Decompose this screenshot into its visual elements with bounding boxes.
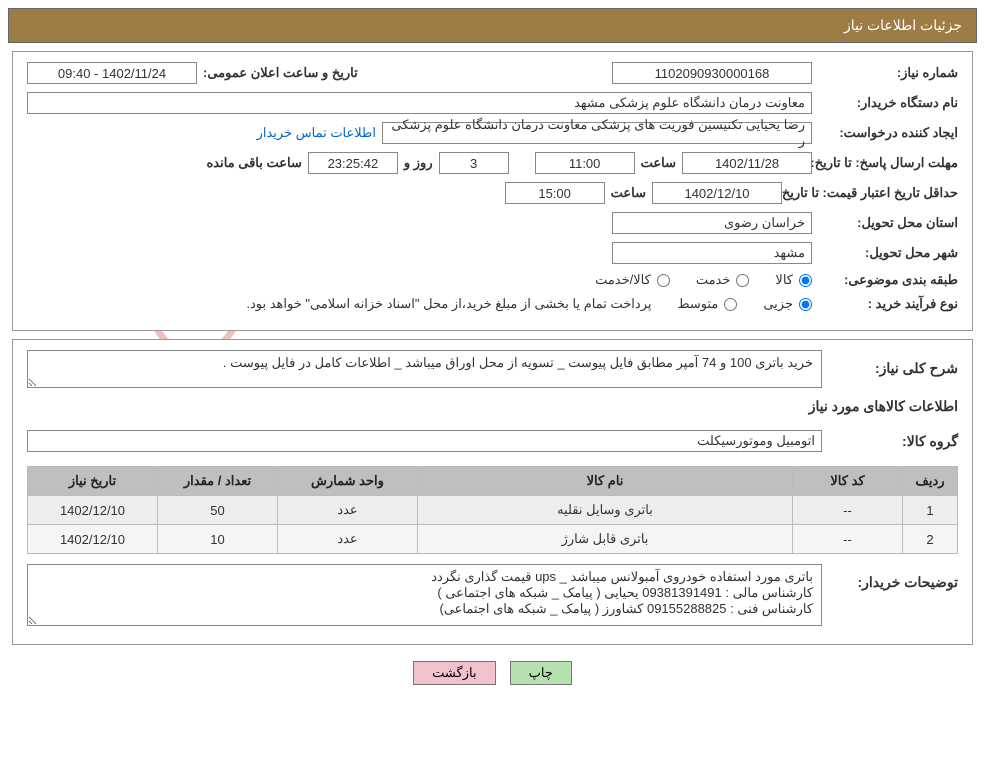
col-code: کد کالا [793,467,903,496]
buyer-org-label: نام دستگاه خریدار: [818,95,958,111]
col-unit: واحد شمارش [278,467,418,496]
price-hour: 15:00 [505,182,605,204]
countdown: 23:25:42 [308,152,398,174]
cell-name: باتری وسایل نقلیه [418,496,793,525]
cell-date: 1402/12/10 [28,496,158,525]
page-title: جزئیات اطلاعات نیاز [844,17,962,33]
pt-small-label: جزیی [763,296,793,312]
purchase-type-label: نوع فرآیند خرید : [818,296,958,312]
buyer-org-value: معاونت درمان دانشگاه علوم پزشکی مشهد [27,92,812,114]
summary-label: شرح کلی نیاز: [828,360,958,377]
pt-note: پرداخت تمام یا بخشی از مبلغ خرید،از محل … [246,296,651,312]
need-number-value: 1102090930000168 [612,62,812,84]
print-button[interactable]: چاپ [510,661,572,685]
col-row: ردیف [903,467,958,496]
cell-unit: عدد [278,496,418,525]
buyer-notes-box: باتری مورد استفاده خودروی آمبولانس میباش… [27,564,822,626]
category-label: طبقه بندی موضوعی: [818,272,958,288]
cell-qty: 10 [158,525,278,554]
requester-label: ایجاد کننده درخواست: [818,125,958,141]
announce-value: 1402/11/24 - 09:40 [27,62,197,84]
buyer-contact-link[interactable]: اطلاعات تماس خریدار [257,125,376,141]
cell-date: 1402/12/10 [28,525,158,554]
table-row: 2 -- باتری قابل شارژ عدد 10 1402/12/10 [28,525,958,554]
goods-heading: اطلاعات کالاهای مورد نیاز [27,398,958,415]
page-title-bar: جزئیات اطلاعات نیاز [8,8,977,43]
price-date: 1402/12/10 [652,182,782,204]
days-value: 3 [439,152,509,174]
pt-medium-label: متوسط [677,296,718,312]
goods-table: ردیف کد کالا نام کالا واحد شمارش تعداد /… [27,466,958,554]
col-qty: تعداد / مقدار [158,467,278,496]
reply-deadline-label: مهلت ارسال پاسخ: تا تاریخ: [818,155,958,171]
cat-goods-service-radio[interactable] [657,274,670,287]
cat-service-label: خدمت [696,272,731,288]
goods-group-value: اتومبیل وموتورسیکلت [27,430,822,452]
delivery-city-label: شهر محل تحویل: [818,245,958,261]
price-validity-label: حداقل تاریخ اعتبار قیمت: تا تاریخ: [788,185,958,201]
cell-qty: 50 [158,496,278,525]
summary-panel: شرح کلی نیاز: خرید باتری 100 و 74 آمپر م… [12,339,973,645]
remaining-label: ساعت باقی مانده [206,155,301,171]
table-row: 1 -- باتری وسایل نقلیه عدد 50 1402/12/10 [28,496,958,525]
cell-name: باتری قابل شارژ [418,525,793,554]
cat-goods-service-label: کالا/خدمت [595,272,651,288]
buyer-notes-line3: کارشناس فنی : 09155288825 کشاورز ( پیامک… [36,601,813,617]
goods-group-label: گروه کالا: [828,433,958,450]
buyer-notes-label: توضیحات خریدار: [828,574,958,591]
col-date: تاریخ نیاز [28,467,158,496]
reply-date: 1402/11/28 [682,152,812,174]
cell-idx: 1 [903,496,958,525]
summary-text: خرید باتری 100 و 74 آمپر مطابق فایل پیوس… [27,350,822,388]
buyer-notes-line2: کارشناس مالی : 09381391491 یحیایی ( پیام… [36,585,813,601]
cell-unit: عدد [278,525,418,554]
cat-goods-label: کالا [775,272,793,288]
cell-idx: 2 [903,525,958,554]
cell-code: -- [793,525,903,554]
buyer-notes-line1: باتری مورد استفاده خودروی آمبولانس میباش… [36,569,813,585]
cell-code: -- [793,496,903,525]
announce-label: تاریخ و ساعت اعلان عمومی: [203,65,358,81]
delivery-province: خراسان رضوی [612,212,812,234]
need-number-label: شماره نیاز: [818,65,958,81]
button-row: چاپ بازگشت [0,653,985,699]
days-label: روز و [404,155,433,171]
reply-hour: 11:00 [535,152,635,174]
pt-medium-radio[interactable] [724,298,737,311]
details-panel: شماره نیاز: 1102090930000168 تاریخ و ساع… [12,51,973,331]
delivery-province-label: استان محل تحویل: [818,215,958,231]
hour-label1: ساعت [641,155,676,171]
cat-goods-radio[interactable] [799,274,812,287]
cat-service-radio[interactable] [736,274,749,287]
col-name: نام کالا [418,467,793,496]
delivery-city: مشهد [612,242,812,264]
pt-small-radio[interactable] [799,298,812,311]
hour-label2: ساعت [611,185,646,201]
requester-value: رضا یحیایی تکنیسین فوریت های پزشکی معاون… [382,122,812,144]
back-button[interactable]: بازگشت [413,661,495,685]
